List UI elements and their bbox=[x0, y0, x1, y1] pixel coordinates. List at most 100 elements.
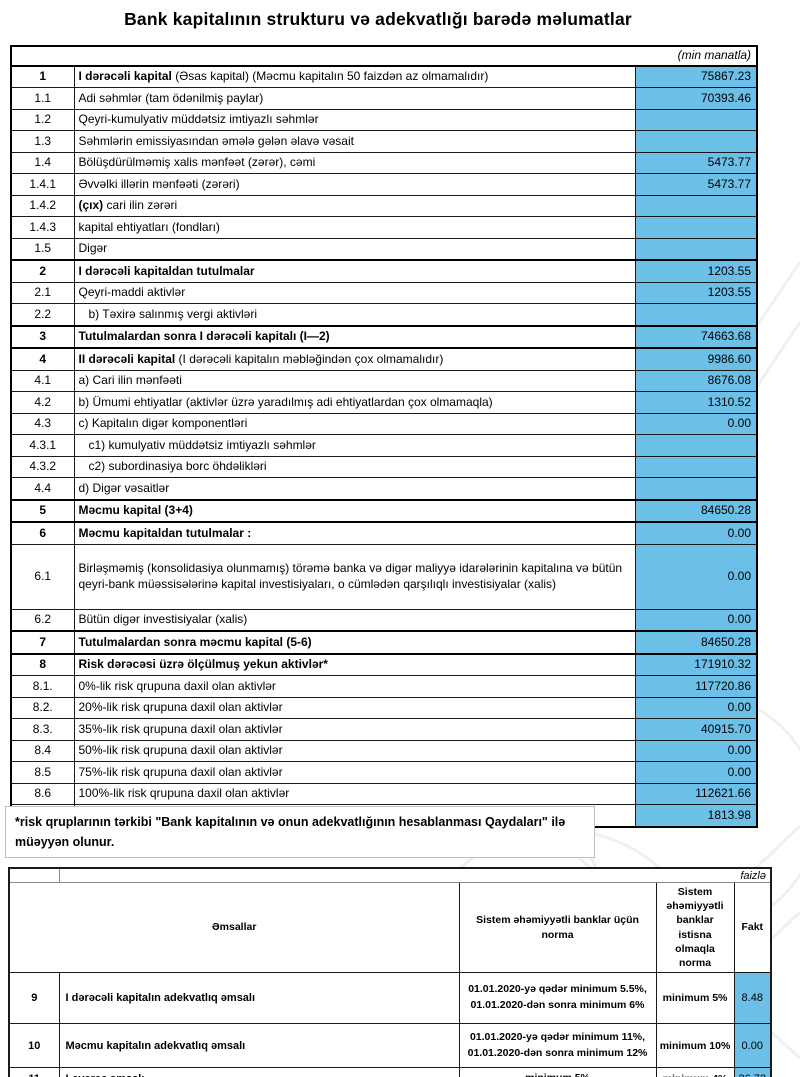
row-value: 0.00 bbox=[634, 761, 758, 784]
row-value: 1203.55 bbox=[634, 259, 758, 283]
ratio-norm-non-systemic: minimum 5% bbox=[655, 972, 735, 1025]
row-label: Səhmlərin emissiyasından əmələ gələn əla… bbox=[73, 130, 636, 153]
ratios-table: faizlə Əmsallar Sistem əhəmiyyətli bankl… bbox=[8, 867, 772, 1077]
table-row: 4.4 d) Digər vəsaitlər bbox=[10, 477, 758, 501]
row-value: 5473.77 bbox=[634, 151, 758, 175]
row-label: Tutulmalardan sonra məcmu kapital (5-6) bbox=[73, 630, 636, 655]
ratio-number: 10 bbox=[8, 1023, 60, 1069]
table-row: 1.3 Səhmlərin emissiyasından əmələ gələn … bbox=[10, 130, 758, 153]
row-value: 1310.52 bbox=[634, 391, 758, 414]
row-value: 0.00 bbox=[634, 543, 758, 610]
row-label: c2) subordinasiya borc öhdəlikləri bbox=[73, 455, 636, 479]
table-row: 1.2 Qeyri-kumulyativ müddətsiz imtiyazlı … bbox=[10, 108, 758, 132]
row-label: 20%-lik risk qrupuna daxil olan aktivlər bbox=[73, 696, 636, 720]
row-value: 112621.66 bbox=[634, 782, 758, 806]
row-number: 8.2. bbox=[10, 696, 75, 720]
col-header-norm-systemic: Sistem əhəmiyyətli banklar üçün norma bbox=[458, 881, 657, 974]
ratio-norm-non-systemic: minimum 10% bbox=[655, 1023, 735, 1069]
row-number: 8.6 bbox=[10, 782, 75, 806]
row-number: 4.3.2 bbox=[10, 455, 75, 479]
row-label: Qeyri-maddi aktivlər bbox=[73, 281, 636, 305]
row-number: 4.2 bbox=[10, 391, 75, 414]
row-number: 6.1 bbox=[10, 543, 75, 610]
row-number: 8.4 bbox=[10, 739, 75, 763]
unit-note-row: (min manatla) bbox=[10, 45, 758, 67]
unit-note: (min manatla) bbox=[10, 45, 758, 67]
row-value: 70393.46 bbox=[634, 87, 758, 110]
row-number: 8.1. bbox=[10, 675, 75, 698]
table-row: 1.4 Bölüşdürülməmiş xalis mənfəət (zərər)… bbox=[10, 151, 758, 175]
table-row: 8.6 100%-lik risk qrupuna daxil olan akti… bbox=[10, 782, 758, 806]
row-number: 6 bbox=[10, 521, 75, 545]
footnote: *risk qruplarının tərkibi "Bank kapitalı… bbox=[5, 806, 595, 858]
table-row: 4.2 b) Ümumi ehtiyatlar (aktivlər üzrə ya… bbox=[10, 391, 758, 414]
row-number: 1.3 bbox=[10, 130, 75, 153]
row-value: 8676.08 bbox=[634, 369, 758, 393]
row-number: 4.3 bbox=[10, 412, 75, 436]
row-value: 5473.77 bbox=[634, 173, 758, 196]
table-row: 1.5 Digər bbox=[10, 237, 758, 261]
row-number: 1.4.1 bbox=[10, 173, 75, 196]
ratio-label: I dərəcəli kapitalın adekvatlıq əmsalı bbox=[58, 972, 460, 1025]
row-number: 1.5 bbox=[10, 237, 75, 261]
row-label: Bölüşdürülməmiş xalis mənfəət (zərər), c… bbox=[73, 151, 636, 175]
ratio-fact-value: 26.72 bbox=[733, 1067, 772, 1077]
row-number: 8 bbox=[10, 652, 75, 677]
row-number: 1.4.2 bbox=[10, 194, 75, 218]
row-value bbox=[634, 216, 758, 239]
table-row: 2.1 Qeyri-maddi aktivlər 1203.55 bbox=[10, 281, 758, 305]
row-value: 0.00 bbox=[634, 696, 758, 720]
ratios-unit-note: faizlə bbox=[58, 867, 772, 883]
row-label: b) Təxirə salınmış vergi aktivləri bbox=[73, 303, 636, 327]
row-label: Adi səhmlər (tam ödənilmiş paylar) bbox=[73, 87, 636, 110]
row-number: 4.3.1 bbox=[10, 434, 75, 457]
ratios-header-row: Əmsallar Sistem əhəmiyyətli banklar üçün… bbox=[8, 881, 772, 974]
table-row: 1.4.2 (çıx) cari ilin zərəri bbox=[10, 194, 758, 218]
row-value bbox=[634, 434, 758, 457]
row-value bbox=[634, 303, 758, 327]
table-row: 1.1 Adi səhmlər (tam ödənilmiş paylar) 703… bbox=[10, 87, 758, 110]
ratio-norm-systemic: minimum 5% bbox=[458, 1067, 657, 1077]
table-row: 6.2 Bütün digər investisiyalar (xalis) 0.0… bbox=[10, 608, 758, 632]
row-label: b) Ümumi ehtiyatlar (aktivlər üzrə yarad… bbox=[73, 391, 636, 414]
ratio-row: 11Leverec əmsalıminimum 5%minimum 4%26.7… bbox=[8, 1067, 772, 1077]
ratios-unit-note-row: faizlə bbox=[8, 867, 772, 883]
table-row: 4.3 c) Kapitalın digər komponentləri 0.00 bbox=[10, 412, 758, 436]
row-label: Bütün digər investisiyalar (xalis) bbox=[73, 608, 636, 632]
ratio-label: Məcmu kapitalın adekvatlıq əmsalı bbox=[58, 1023, 460, 1069]
col-header-fact: Fakt bbox=[733, 881, 772, 974]
row-number: 3 bbox=[10, 324, 75, 349]
row-label: Qeyri-kumulyativ müddətsiz imtiyazlı səh… bbox=[73, 108, 636, 132]
table-row: 4.1 a) Cari ilin mənfəəti 8676.08 bbox=[10, 369, 758, 393]
row-number: 2.1 bbox=[10, 281, 75, 305]
row-number: 1.4.3 bbox=[10, 216, 75, 239]
row-label: Tutulmalardan sonra I dərəcəli kapitalı … bbox=[73, 324, 636, 349]
page-title: Bank kapitalının strukturu və adekvatlığ… bbox=[124, 9, 632, 29]
row-number: 6.2 bbox=[10, 608, 75, 632]
row-number: 1 bbox=[10, 64, 75, 89]
table-row: 1.4.1 Əvvəlki illərin mənfəəti (zərəri) 54… bbox=[10, 173, 758, 196]
table-row: 6 Məcmu kapitaldan tutulmalar :0.00 bbox=[10, 521, 758, 545]
table-row: 4 II dərəcəli kapital (I dərəcəli kapital… bbox=[10, 347, 758, 371]
empty-cell bbox=[8, 867, 60, 883]
row-value: 171910.32 bbox=[634, 652, 758, 677]
row-label: c) Kapitalın digər komponentləri bbox=[73, 412, 636, 436]
ratio-fact-value: 8.48 bbox=[733, 972, 772, 1025]
row-label: c1) kumulyativ müddətsiz imtiyazlı səhml… bbox=[73, 434, 636, 457]
table-row: 8.2. 20%-lik risk qrupuna daxil olan akti… bbox=[10, 696, 758, 720]
row-label: Birləşməmiş (konsolidasiya olunmamış) tö… bbox=[73, 543, 636, 610]
table-row: 5 Məcmu kapital (3+4) 84650.28 bbox=[10, 498, 758, 523]
row-number: 1.1 bbox=[10, 87, 75, 110]
table-row: 1.4.3 kapital ehtiyatları (fondları) bbox=[10, 216, 758, 239]
row-label: d) Digər vəsaitlər bbox=[73, 477, 636, 501]
row-label: 75%-lik risk qrupuna daxil olan aktivlər bbox=[73, 761, 636, 784]
row-label: Məcmu kapital (3+4) bbox=[73, 498, 636, 523]
table-row: 7 Tutulmalardan sonra məcmu kapital (5-6)… bbox=[10, 630, 758, 655]
row-value bbox=[634, 477, 758, 501]
row-number: 2 bbox=[10, 259, 75, 283]
